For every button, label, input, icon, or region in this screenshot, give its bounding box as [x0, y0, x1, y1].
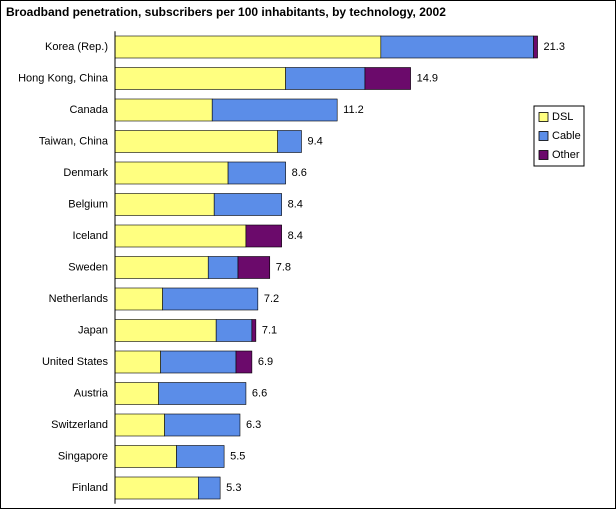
category-label: Hong Kong, China	[18, 72, 109, 84]
bar-segment	[114, 287, 163, 311]
bar-segment	[380, 35, 534, 59]
bar-segment	[176, 445, 225, 468]
category-label: United States	[42, 356, 109, 368]
total-label: 6.9	[258, 356, 273, 368]
bar-segment	[114, 256, 209, 279]
total-label: 9.4	[307, 135, 322, 147]
bar-segment	[114, 35, 382, 59]
category-label: Korea (Rep.)	[45, 41, 108, 53]
bar-segment	[277, 130, 302, 153]
legend-swatch	[538, 131, 549, 141]
category-label: Belgium	[68, 198, 108, 210]
category-label: Iceland	[73, 230, 108, 242]
bar-segment	[114, 382, 159, 405]
total-label: 21.3	[544, 41, 565, 53]
bar-segment	[533, 35, 538, 59]
bar-segment	[114, 224, 247, 248]
bar-segment	[285, 67, 366, 90]
bar-segment	[251, 319, 257, 342]
category-label: Canada	[69, 104, 108, 116]
bar-segment	[198, 476, 221, 500]
category-label: Singapore	[58, 450, 108, 462]
category-label: Denmark	[63, 167, 108, 179]
bar-segment	[114, 476, 199, 500]
category-label: Austria	[74, 387, 109, 399]
bar-segment	[114, 350, 161, 374]
category-label: Sweden	[68, 261, 108, 273]
legend-label: Other	[552, 149, 580, 161]
total-label: 6.6	[252, 387, 267, 399]
bar-segment	[164, 413, 241, 437]
bar-segment	[158, 382, 247, 405]
legend-label: DSL	[552, 111, 573, 123]
category-label: Switzerland	[51, 419, 108, 431]
bar-segment	[114, 130, 278, 153]
bar-segment	[114, 193, 215, 216]
bar-segment	[114, 413, 165, 437]
legend-swatch	[538, 112, 549, 122]
total-label: 5.3	[226, 482, 241, 494]
category-label: Netherlands	[49, 293, 109, 305]
bar-segment	[114, 161, 229, 185]
bar-segment	[237, 256, 271, 279]
total-label: 8.6	[292, 167, 307, 179]
total-label: 7.2	[264, 293, 279, 305]
legend-swatch	[538, 150, 549, 160]
bar-segment	[207, 256, 239, 279]
bar-segment	[114, 98, 213, 122]
bar-segment	[235, 350, 253, 374]
bar-segment	[245, 224, 282, 248]
bar-segment	[211, 98, 338, 122]
bar-segment	[215, 319, 253, 342]
legend-label: Cable	[552, 130, 581, 142]
total-label: 7.1	[262, 324, 277, 336]
bar-segment	[114, 445, 177, 468]
bar-segment	[162, 287, 259, 311]
bar-segment	[227, 161, 286, 185]
total-label: 11.2	[343, 104, 364, 116]
total-label: 6.3	[246, 419, 261, 431]
total-label: 14.9	[417, 72, 438, 84]
total-label: 8.4	[288, 198, 303, 210]
category-label: Finland	[72, 482, 108, 494]
category-label: Taiwan, China	[39, 135, 109, 147]
total-label: 7.8	[276, 261, 291, 273]
category-label: Japan	[78, 324, 108, 336]
total-label: 5.5	[230, 450, 245, 462]
bar-segment	[160, 350, 237, 374]
total-label: 8.4	[288, 230, 303, 242]
chart-title: Broadband penetration, subscribers per 1…	[6, 5, 446, 19]
bar-segment	[364, 67, 411, 90]
bar-segment	[114, 67, 286, 90]
bar-segment	[213, 193, 282, 216]
bar-segment	[114, 319, 217, 342]
